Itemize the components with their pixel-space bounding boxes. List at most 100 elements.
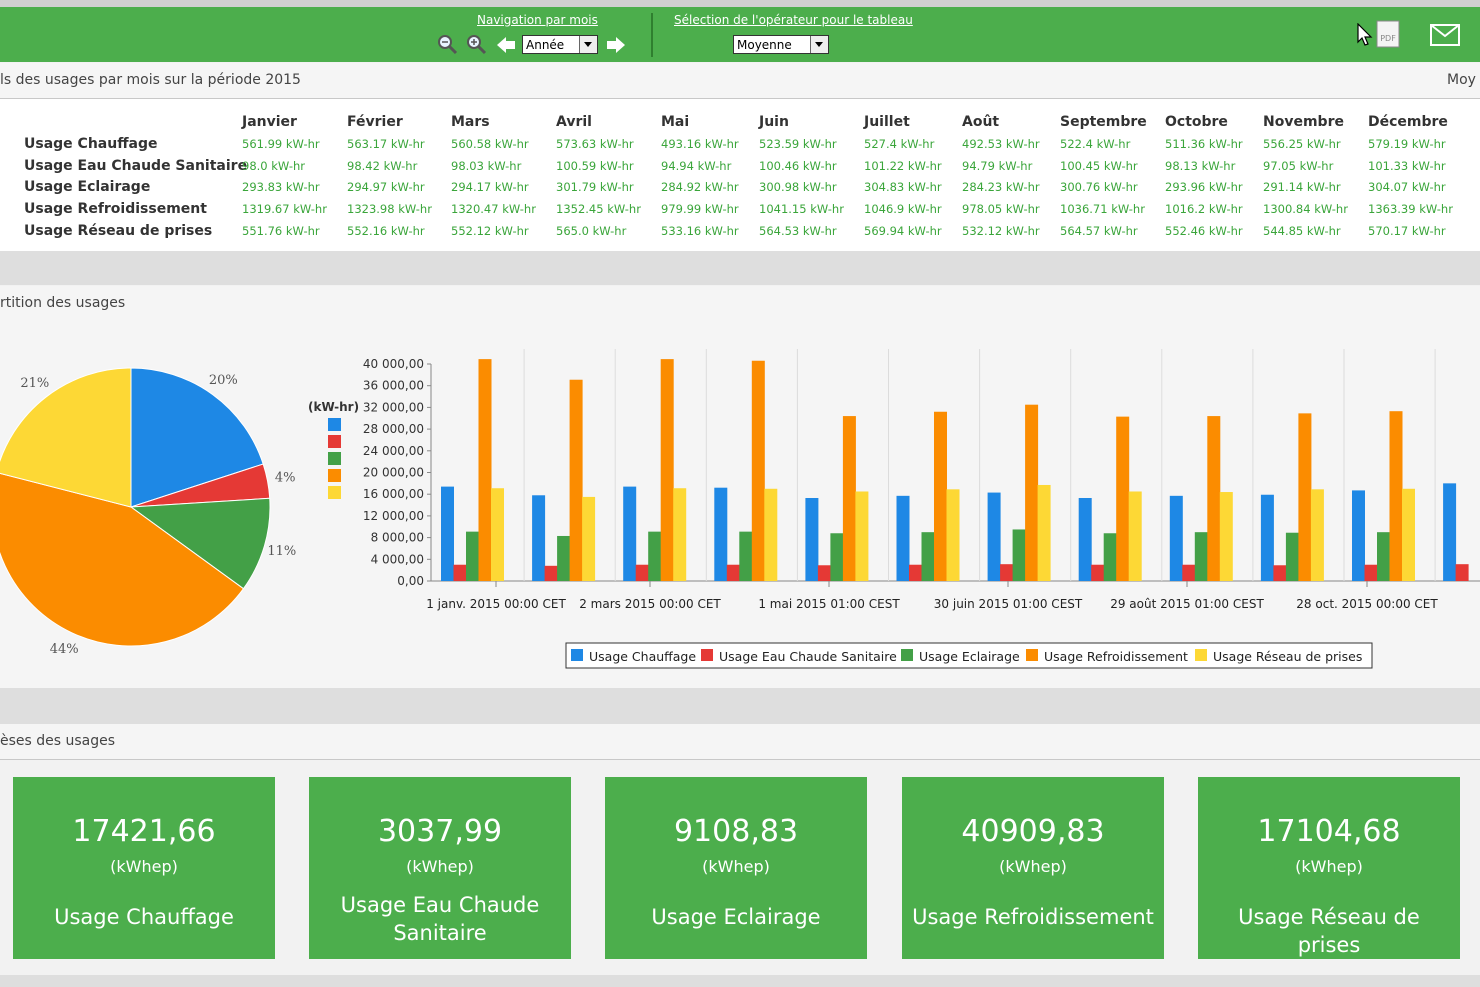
monthly-usage-table: Janvier Février Mars Avril Mai Juin Juil… [0, 99, 1480, 251]
table-cell: 579.19 kW-hr [1368, 137, 1446, 151]
bar [946, 489, 960, 581]
bar [441, 486, 454, 581]
chevron-down-icon[interactable] [810, 36, 828, 53]
kpi-label: Usage Eau Chaude Sanitaire [340, 893, 540, 945]
bar [557, 535, 571, 581]
month-header: Juillet [864, 114, 910, 130]
bar [1169, 495, 1183, 581]
kpi-unit: (kWhep) [999, 857, 1067, 876]
top-strip [0, 0, 1480, 7]
bar [478, 359, 492, 581]
table-cell: 101.22 kW-hr [864, 159, 942, 173]
bar [934, 411, 947, 581]
bar [764, 488, 778, 581]
bar [817, 565, 831, 581]
legend-box [565, 642, 1373, 669]
kpi-value: 17104,68 [1257, 814, 1401, 849]
month-header: Novembre [1263, 114, 1344, 130]
section-separator [0, 251, 1480, 285]
month-header: Mai [661, 114, 690, 130]
next-arrow-icon[interactable] [605, 34, 627, 56]
zoom-out-icon[interactable] [437, 34, 459, 56]
bar [1012, 529, 1026, 581]
bar [1078, 497, 1092, 581]
table-cell: 1041.15 kW-hr [759, 202, 844, 216]
bar [1298, 413, 1312, 581]
y-tick-label: 8 000,00 [371, 531, 424, 545]
y-tick-label: 20 000,00 [363, 466, 424, 480]
bar [855, 491, 869, 581]
x-tick-label: 1 mai 2015 01:00 CEST [758, 597, 900, 611]
table-cell: 552.12 kW-hr [451, 224, 529, 238]
bar [1103, 533, 1117, 581]
zoom-in-icon[interactable] [466, 34, 488, 56]
table-cell: 98.13 kW-hr [1165, 159, 1236, 173]
toolbar-divider [651, 13, 653, 57]
y-axis-color-key [328, 418, 341, 431]
bar [921, 532, 935, 581]
previous-arrow-icon[interactable] [495, 34, 517, 56]
month-header: Mars [451, 114, 490, 130]
bar [582, 496, 596, 581]
bar [751, 360, 765, 581]
row-label: Usage Refroidissement [24, 201, 207, 217]
kpi-label: Usage Refroidissement [912, 905, 1154, 929]
operator-select[interactable]: Moyenne [733, 35, 829, 54]
bar [491, 488, 504, 581]
table-cell: 294.97 kW-hr [347, 180, 425, 194]
table-cell: 1016.2 kW-hr [1165, 202, 1243, 216]
pie-percent-label: 44% [50, 642, 79, 657]
bar [987, 492, 1001, 581]
period-select[interactable]: Année [522, 35, 598, 54]
bar [1455, 564, 1469, 581]
y-tick-label: 36 000,00 [363, 379, 424, 393]
charts-canvas: 20% 4% 11% 44% 21% (kW-hr) 0,00 4 000,00 8 000,… [0, 349, 1480, 669]
bar [453, 564, 467, 581]
chevron-down-icon[interactable] [579, 36, 597, 53]
y-tick-label: 32 000,00 [363, 400, 424, 414]
bar [1194, 532, 1208, 581]
table-cell: 98.0 kW-hr [242, 159, 305, 173]
pie-slice [0, 367, 132, 508]
table-cell: 304.07 kW-hr [1368, 180, 1446, 194]
bar [1091, 564, 1105, 581]
bar [1443, 483, 1457, 581]
legend-entry: Usage Eau Chaude Sanitaire [719, 649, 897, 664]
bar [660, 359, 674, 581]
bar [623, 486, 637, 581]
kpi-card-reseau-prises: 17104,68 (kWhep) Usage Réseau de prises [1198, 777, 1460, 959]
bar [1025, 404, 1039, 581]
bar [1000, 564, 1014, 581]
table-cell: 291.14 kW-hr [1263, 180, 1341, 194]
chart-legend: Usage Chauffage Usage Eau Chaude Sanitair… [565, 642, 1373, 669]
y-tick-label: 16 000,00 [363, 487, 424, 501]
table-cell: 561.99 kW-hr [242, 137, 320, 151]
x-tick-label: 28 oct. 2015 00:00 CET [1296, 597, 1438, 611]
pdf-export-icon[interactable]: PDF [1374, 20, 1404, 48]
table-cell: 98.03 kW-hr [451, 159, 522, 173]
pie-percent-label: 4% [275, 471, 296, 486]
bottom-strip [0, 975, 1480, 987]
month-header: Juin [759, 114, 789, 130]
bar [714, 487, 728, 581]
pie-percent-label: 21% [20, 376, 49, 391]
legend-entry: Usage Chauffage [589, 649, 696, 664]
bar [466, 531, 479, 581]
monthly-usage-section-header: ls des usages par mois sur la période 20… [0, 63, 1480, 99]
email-icon[interactable] [1430, 24, 1460, 46]
table-cell: 552.46 kW-hr [1165, 224, 1243, 238]
x-tick-label: 29 août 2015 01:00 CEST [1110, 597, 1264, 611]
month-header: Septembre [1060, 114, 1147, 130]
table-cell: 544.85 kW-hr [1263, 224, 1341, 238]
bar [896, 495, 910, 581]
table-cell: 100.46 kW-hr [759, 159, 837, 173]
table-cell: 300.76 kW-hr [1060, 180, 1138, 194]
table-cell: 1363.39 kW-hr [1368, 202, 1453, 216]
legend-swatch [571, 649, 583, 661]
y-tick-label: 40 000,00 [363, 357, 424, 371]
table-cell: 294.17 kW-hr [451, 180, 529, 194]
legend-swatch [1195, 649, 1207, 661]
table-cell: 563.17 kW-hr [347, 137, 425, 151]
bar [1182, 564, 1196, 581]
month-header: Février [347, 114, 403, 130]
